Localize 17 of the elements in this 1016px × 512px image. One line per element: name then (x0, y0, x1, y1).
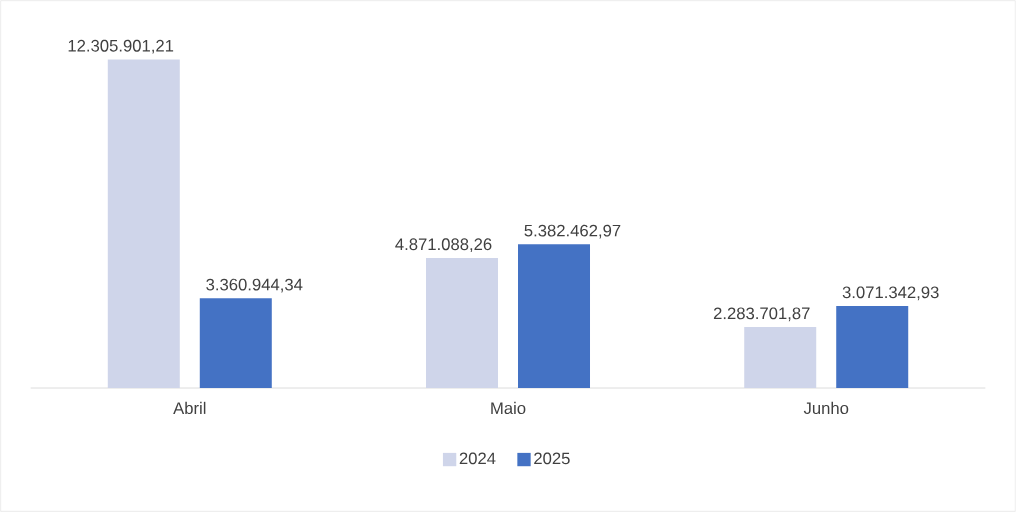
legend-label: 2024 (459, 452, 496, 465)
bar (836, 305, 909, 388)
bar (518, 244, 591, 388)
data-label: 4.871.088,26 (395, 238, 492, 253)
data-label: 3.360.944,34 (206, 278, 303, 293)
x-tick-label: Junho (803, 401, 849, 415)
bar (426, 257, 499, 388)
data-label: 5.382.462,97 (524, 224, 621, 239)
data-label: 3.071.342,93 (842, 286, 939, 301)
x-tick-label: Abril (173, 401, 206, 415)
bar (199, 298, 272, 388)
data-label: 12.305.901,21 (68, 39, 174, 54)
legend-label: 2025 (534, 452, 570, 465)
bar (744, 327, 817, 388)
x-tick-label: Maio (491, 401, 526, 415)
data-label: 2.283.701,87 (713, 307, 810, 322)
bar (107, 59, 180, 388)
